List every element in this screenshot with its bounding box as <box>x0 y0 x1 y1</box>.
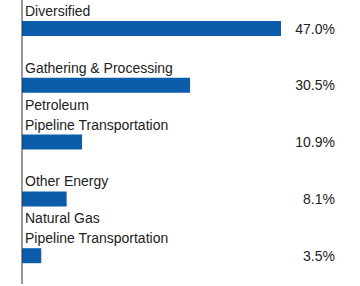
svg-text:Diversified: Diversified <box>25 3 90 19</box>
svg-text:Gathering & Processing: Gathering & Processing <box>25 60 173 76</box>
svg-text:30.5%: 30.5% <box>295 77 335 93</box>
svg-text:47.0%: 47.0% <box>295 21 335 37</box>
svg-text:3.5%: 3.5% <box>303 248 335 264</box>
svg-text:10.9%: 10.9% <box>295 134 335 150</box>
svg-text:Other Energy: Other Energy <box>25 173 108 189</box>
svg-text:8.1%: 8.1% <box>303 191 335 207</box>
svg-text:Natural GasPipeline Transporta: Natural GasPipeline Transportation <box>25 210 168 246</box>
svg-text:PetroleumPipeline Transportati: PetroleumPipeline Transportation <box>25 97 168 133</box>
